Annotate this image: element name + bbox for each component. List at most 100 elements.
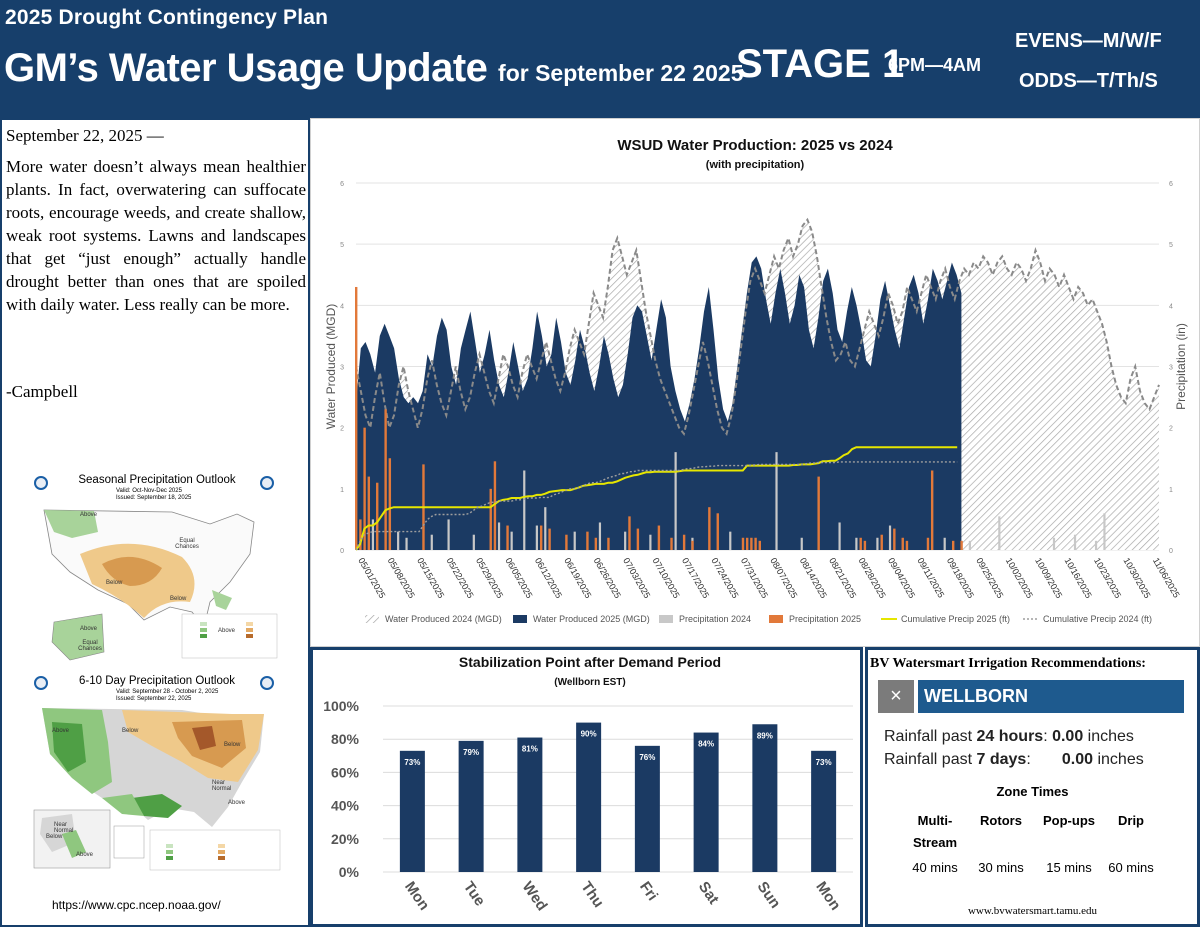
x-tick-label: 07/03/2025: [621, 556, 652, 600]
zone-times-title: Zone Times: [996, 784, 1069, 799]
six-ten-label-1: Above: [52, 728, 70, 734]
precip-2025-bar: [586, 531, 589, 550]
page-title-date: for September 22 2025: [498, 60, 744, 86]
precip-2024-bar: [510, 531, 513, 550]
six-ten-label-6: Near Normal: [54, 822, 74, 834]
x-tick-label: 05/01/2025: [356, 556, 387, 600]
zone-time: 60 mins: [1108, 860, 1154, 875]
x-tick-label: 08/07/2025: [768, 556, 799, 600]
rainfall-7d-value: 0.00: [1061, 751, 1094, 768]
rainfall-24h-unit: inches: [1087, 728, 1134, 745]
precip-2024-bar: [523, 470, 526, 550]
x-tick-label: 05/22/2025: [445, 556, 476, 600]
precip-2025-bar: [359, 519, 362, 550]
stabilization-chart-panel: Stabilization Point after Demand Period (…: [310, 647, 863, 927]
six-ten-outlook-graphic: [33, 708, 281, 871]
precip-2025-bar: [355, 286, 358, 550]
precip-2025-bar: [376, 482, 379, 550]
zone-name: Drip: [1118, 813, 1144, 828]
series-2025-area: [356, 256, 962, 550]
bar-data-label: 73%: [404, 758, 420, 767]
x-tick-label: 10/30/2025: [1121, 556, 1152, 600]
y2-axis-title: Precipitation (in): [1174, 323, 1188, 410]
precip-2025-bar: [750, 537, 753, 550]
x-tick-label: 10/23/2025: [1092, 556, 1123, 600]
bar-data-label: 90%: [581, 730, 597, 739]
recommendations-panel: BV Watersmart Irrigation Recommendations…: [865, 647, 1200, 927]
legend-label: Cumulative Precip 2024 (ft): [1043, 614, 1152, 624]
six-ten-label-2: Below: [122, 728, 139, 734]
legend-swatch: [513, 615, 527, 623]
legend-label: Water Produced 2025 (MGD): [533, 614, 650, 624]
rainfall-7d-unit: inches: [1097, 751, 1144, 768]
x-tick-label: 05/29/2025: [474, 556, 505, 600]
bar-data-label: 73%: [816, 758, 832, 767]
legend-label: Cumulative Precip 2025 (ft): [901, 614, 1010, 624]
precip-2024-bar: [775, 452, 778, 550]
precip-2025-bar: [636, 528, 640, 550]
precip-2024-bar: [1073, 534, 1077, 550]
zone-name: Multi-Stream: [912, 813, 958, 850]
rainfall-7d-prefix: Rainfall past: [884, 751, 977, 768]
bar: [576, 722, 602, 872]
precip-2024-bar: [544, 507, 547, 550]
precip-2024-bar: [371, 519, 375, 550]
legend-label: Water Produced 2024 (MGD): [385, 614, 502, 624]
rainfall-24h-prefix: Rainfall past: [884, 728, 977, 745]
noaa-logo-icon-2: [260, 676, 274, 690]
precip-2024-bar: [855, 537, 858, 550]
zone-time: 30 mins: [978, 860, 1024, 875]
precip-2024-bar: [472, 534, 475, 550]
evens-schedule: EVENS—M/W/F: [1015, 30, 1162, 52]
six-ten-outlook-map: 6-10 Day Precipitation Outlook Valid: Se…: [32, 672, 282, 872]
x-tick-label: 05/08/2025: [386, 556, 417, 600]
odds-schedule: ODDS—T/Th/S: [1019, 70, 1158, 92]
rainfall-7d: Rainfall past 7 days: 0.00 inches: [884, 751, 1144, 768]
seasonal-outlook-graphic: [43, 509, 278, 661]
seasonal-label-4: Below: [170, 596, 187, 602]
precip-2025-bar: [716, 513, 719, 550]
precip-2025-bar: [901, 537, 904, 550]
seasonal-label-3: Below: [106, 580, 123, 586]
bar: [752, 724, 778, 872]
y-tick-label: 0: [340, 548, 344, 555]
precip-2025-bar: [594, 537, 598, 550]
x-tick-label: 07/17/2025: [680, 556, 711, 600]
noaa-link[interactable]: https://www.cpc.ncep.noaa.gov/: [52, 898, 221, 912]
precip-2025-bar: [670, 537, 673, 550]
precip-2025-bar: [682, 534, 686, 550]
x-tick-label: 07/24/2025: [709, 556, 740, 600]
rainfall-24h: Rainfall past 24 hours: 0.00 inches: [884, 728, 1134, 745]
y-tick-label: 60%: [331, 764, 360, 780]
y-axis-title: Water Produced (MGD): [324, 304, 338, 430]
y2-tick-label: 4: [1169, 303, 1173, 310]
x-tick-label: 08/14/2025: [798, 556, 829, 600]
y-tick-label: 3: [340, 365, 344, 372]
stabilization-chart: Stabilization Point after Demand Period (…: [323, 654, 853, 914]
precip-2024-bar: [1103, 513, 1106, 550]
precip-2024-bar: [1094, 540, 1098, 550]
chart-title: WSUD Water Production: 2025 vs 2024: [617, 137, 893, 154]
watersmart-link[interactable]: www.bvwatersmart.tamu.edu: [967, 905, 1098, 917]
page-title: GM’s Water Usage Update for September 22…: [4, 46, 744, 91]
legend-swatch: [769, 615, 783, 623]
note-body: More water doesn’t always mean healthier…: [6, 157, 306, 314]
precip-2024-bar: [649, 534, 652, 550]
y2-tick-label: 0: [1169, 548, 1173, 555]
x-category-label: Sun: [754, 879, 784, 912]
precip-2025-bar: [489, 488, 492, 550]
x-tick-label: 10/02/2025: [1004, 556, 1035, 600]
precip-2024-bar: [598, 522, 602, 550]
precip-2025-bar: [607, 537, 610, 550]
rainfall-7d-period: 7 days: [976, 751, 1027, 768]
x-tick-label: 11/06/2025: [1151, 556, 1182, 599]
y-tick-label: 6: [340, 181, 344, 188]
precip-2025-bar: [930, 470, 934, 550]
x-category-label: Mon: [401, 879, 433, 914]
bar: [693, 732, 719, 872]
x-tick-label: 06/19/2025: [562, 556, 593, 600]
precip-2024-bar: [535, 525, 538, 550]
precip-2024-bar: [573, 531, 576, 550]
bar-chart-subtitle: (Wellborn EST): [554, 677, 625, 688]
close-icon[interactable]: ×: [878, 680, 914, 713]
